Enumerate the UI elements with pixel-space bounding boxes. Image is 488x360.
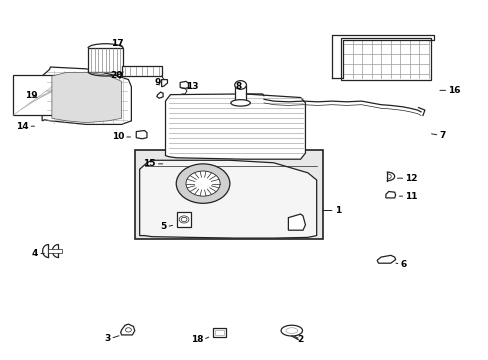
Bar xyxy=(135,149,322,239)
Text: 13: 13 xyxy=(186,82,198,91)
Polygon shape xyxy=(281,325,302,336)
Polygon shape xyxy=(180,81,188,89)
Bar xyxy=(212,328,226,337)
Circle shape xyxy=(234,81,246,89)
Bar xyxy=(88,48,123,72)
Polygon shape xyxy=(385,192,395,198)
Text: 2: 2 xyxy=(297,335,303,344)
Text: 17: 17 xyxy=(111,39,124,48)
Text: 3: 3 xyxy=(104,334,110,343)
Text: 15: 15 xyxy=(143,159,156,168)
Bar xyxy=(122,66,161,76)
Text: 5: 5 xyxy=(160,222,166,231)
Text: 10: 10 xyxy=(111,132,124,141)
Text: 16: 16 xyxy=(447,86,460,95)
Circle shape xyxy=(176,164,229,203)
Bar xyxy=(340,39,430,80)
Text: 19: 19 xyxy=(24,91,37,100)
Text: 9: 9 xyxy=(154,78,161,87)
Circle shape xyxy=(125,328,131,332)
Text: 18: 18 xyxy=(190,335,203,344)
Bar xyxy=(47,249,62,253)
Circle shape xyxy=(185,171,220,196)
Text: 12: 12 xyxy=(405,174,417,183)
Bar xyxy=(177,212,190,226)
Polygon shape xyxy=(121,324,135,335)
Text: 8: 8 xyxy=(235,82,241,91)
Text: 14: 14 xyxy=(16,122,28,131)
Polygon shape xyxy=(165,94,305,159)
Polygon shape xyxy=(288,214,305,230)
Text: 1: 1 xyxy=(334,206,340,215)
Polygon shape xyxy=(136,131,147,139)
Polygon shape xyxy=(157,92,163,98)
Text: 11: 11 xyxy=(405,192,417,201)
Polygon shape xyxy=(376,255,395,263)
Text: 20: 20 xyxy=(110,71,122,80)
Text: 7: 7 xyxy=(439,131,445,140)
Polygon shape xyxy=(42,67,131,125)
Polygon shape xyxy=(52,72,122,123)
Text: 6: 6 xyxy=(400,260,406,269)
Polygon shape xyxy=(161,80,167,87)
Circle shape xyxy=(179,216,188,223)
Text: 4: 4 xyxy=(32,249,38,258)
Ellipse shape xyxy=(230,100,250,106)
Bar xyxy=(215,330,224,335)
Circle shape xyxy=(181,217,186,222)
Bar xyxy=(234,85,246,103)
Polygon shape xyxy=(140,160,316,238)
Bar xyxy=(13,75,98,116)
